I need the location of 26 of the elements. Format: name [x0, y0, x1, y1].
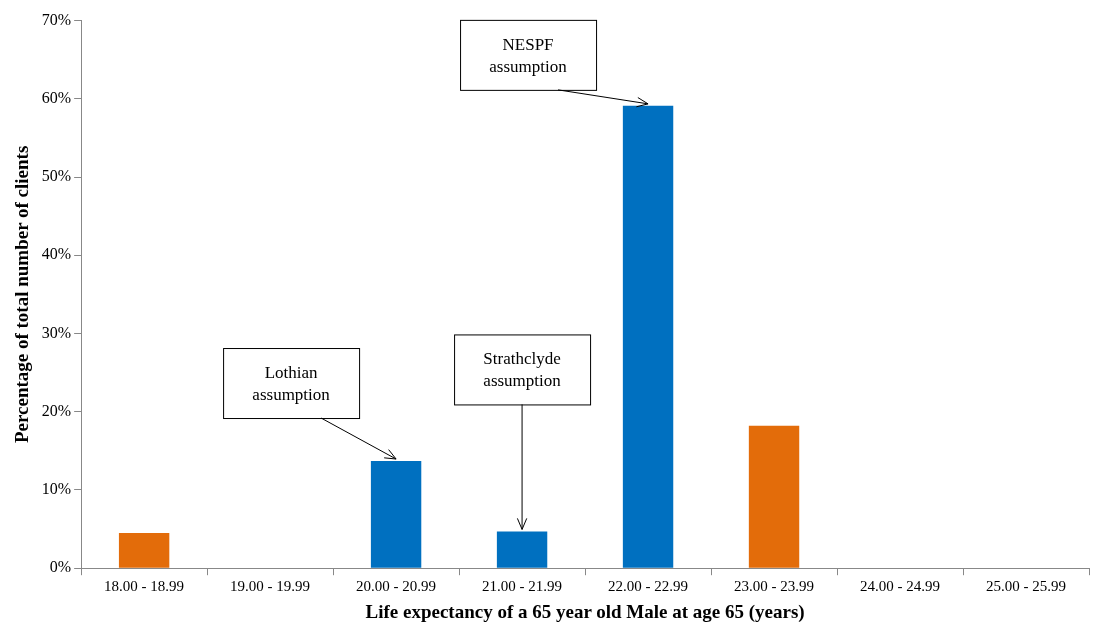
annotation: Strathclyde assumption [483, 349, 562, 391]
y-tick-label: 0% [49, 558, 72, 576]
y-tick-label: 50% [41, 167, 72, 185]
y-tick-label: 60% [41, 89, 72, 107]
x-tick-label: 19.00 - 19.99 [230, 578, 311, 595]
annotation: Lothian assumption [252, 363, 331, 405]
x-tick-label: 25.00 - 25.99 [986, 578, 1067, 595]
y-tick-label: 40% [41, 245, 72, 263]
y-tick-label: 70% [41, 10, 72, 28]
x-tick-label: 23.00 - 23.99 [734, 578, 815, 595]
bar [496, 531, 548, 568]
y-tick-label: 30% [41, 323, 72, 341]
x-tick-label: 20.00 - 20.99 [356, 578, 437, 595]
y-tick-label: 10% [41, 480, 72, 498]
x-tick-label: 18.00 - 18.99 [104, 578, 185, 595]
bar [370, 461, 422, 568]
x-tick-label: 21.00 - 21.99 [482, 578, 563, 595]
y-tick-label: 20% [41, 401, 72, 419]
x-axis-title: Life expectancy of a 65 year old Male at age 65 (years) [365, 600, 805, 623]
annotation: NESPF assumption [489, 34, 568, 76]
x-tick-label: 24.00 - 24.99 [860, 578, 941, 595]
bar [118, 533, 170, 568]
x-tick-label: 22.00 - 22.99 [608, 578, 689, 595]
bar [622, 105, 674, 568]
y-axis-title: Percentage of total number of clients [11, 145, 33, 444]
bar [748, 425, 800, 568]
